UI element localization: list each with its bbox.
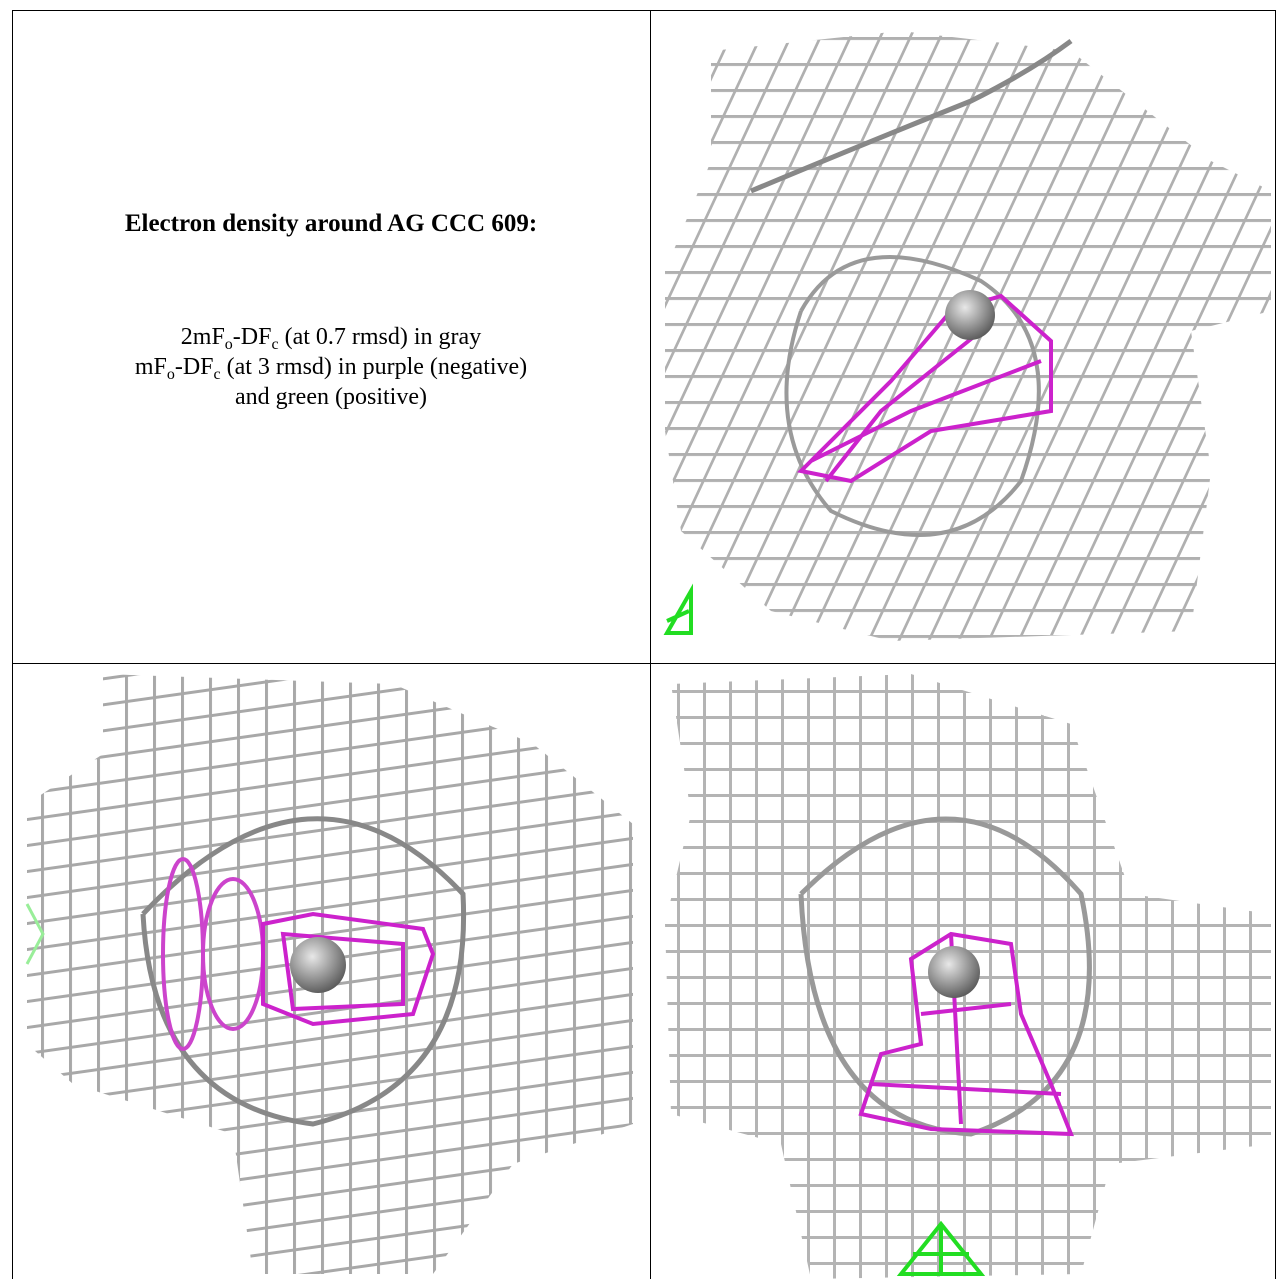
density-view-1 [663, 31, 1271, 641]
subscript: o [224, 336, 233, 353]
caption-line: mFo-DFc (at 3 rmsd) in purple (negative) [12, 352, 650, 383]
caption-title: Electron density around AG CCC 609: [124, 210, 538, 237]
text: -DF [232, 324, 272, 350]
text: 2mF [180, 324, 225, 350]
density-view-3 [665, 674, 1271, 1279]
subscript: c [271, 336, 279, 353]
caption: Electron density around AG CCC 609: 2mFo… [12, 10, 650, 663]
caption-line: 2mFo-DFc (at 0.7 rmsd) in gray [12, 322, 650, 353]
rule [650, 10, 651, 1279]
subscript: c [213, 366, 221, 383]
subscript: o [166, 366, 175, 383]
text: mF [134, 354, 167, 380]
caption-lines: 2mFo-DFc (at 0.7 rmsd) in gray mFo-DFc (… [12, 322, 650, 412]
text: -DF [174, 354, 214, 380]
text: (at 0.7 rmsd) in gray [278, 324, 482, 350]
rule [12, 10, 13, 1279]
text: (at 3 rmsd) in purple (negative) [220, 354, 528, 380]
rule [12, 10, 1276, 11]
caption-line: and green (positive) [12, 382, 650, 412]
text: and green (positive) [235, 384, 427, 410]
rule [12, 663, 1276, 664]
density-view-2 [25, 674, 633, 1274]
